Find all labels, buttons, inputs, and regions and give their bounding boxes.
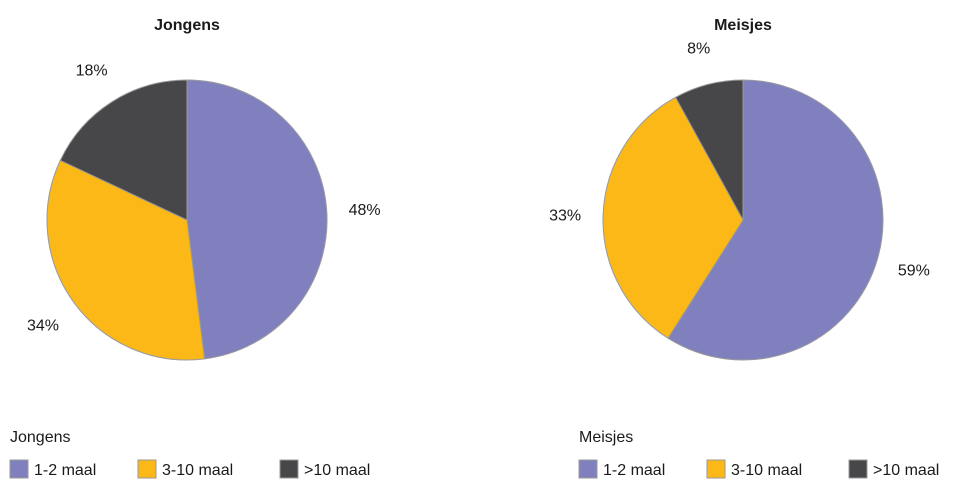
chart-title: Jongens: [154, 17, 220, 34]
pie-chart-meisjes: Meisjes 59% 33% 8% Meisjes 1-2 maal 3-10 ma…: [549, 17, 939, 479]
data-label-10-maal: 8%: [687, 41, 710, 58]
legend-item-10-maal: >10 maal: [848, 459, 939, 479]
pie-slices: [602, 79, 884, 361]
legend-label: 1-2 maal: [603, 462, 665, 479]
data-label-1-2-maal: 59%: [898, 263, 930, 280]
legend-label: 3-10 maal: [162, 462, 233, 479]
legend-item-3-10-maal: 3-10 maal: [137, 459, 233, 479]
pie-slice-3-10-maal: [46, 159, 206, 361]
legend-label: 3-10 maal: [731, 462, 802, 479]
legend-label: 1-2 maal: [34, 462, 96, 479]
pie-slices: [46, 79, 328, 361]
legend-item-3-10-maal: 3-10 maal: [706, 459, 802, 479]
data-label-3-10-maal: 33%: [549, 207, 581, 224]
pie-slice-10-maal: [59, 79, 188, 221]
legend-swatch: [578, 459, 598, 479]
legend-item-10-maal: >10 maal: [279, 459, 370, 479]
legend-label: >10 maal: [304, 462, 370, 479]
data-label-3-10-maal: 34%: [27, 318, 59, 335]
data-label-10-maal: 18%: [76, 63, 108, 80]
pie-slice-1-2-maal: [667, 79, 884, 361]
legend-swatch: [279, 459, 299, 479]
legend: 1-2 maal 3-10 maal >10 maal: [578, 459, 939, 479]
legend-swatch: [9, 459, 29, 479]
chart-title: Meisjes: [714, 17, 772, 34]
data-label-1-2-maal: 48%: [349, 202, 381, 219]
pie-slice-3-10-maal: [602, 96, 744, 339]
legend-heading: Jongens: [10, 429, 71, 446]
pie-slice-1-2-maal: [186, 79, 328, 360]
legend-swatch: [848, 459, 868, 479]
legend-item-1-2-maal: 1-2 maal: [578, 459, 665, 479]
legend-label: >10 maal: [873, 462, 939, 479]
legend-swatch: [137, 459, 157, 479]
pie-slice-10-maal: [674, 79, 744, 221]
pie-data-labels: 59% 33% 8%: [549, 41, 930, 280]
legend-swatch: [706, 459, 726, 479]
legend-item-1-2-maal: 1-2 maal: [9, 459, 96, 479]
legend: 1-2 maal 3-10 maal >10 maal: [9, 459, 370, 479]
legend-heading: Meisjes: [579, 429, 633, 446]
pie-data-labels: 48% 34% 18%: [27, 63, 381, 335]
pie-chart-jongens: Jongens 48% 34% 18% Jongens 1-2 maal 3-10 m…: [9, 17, 381, 479]
